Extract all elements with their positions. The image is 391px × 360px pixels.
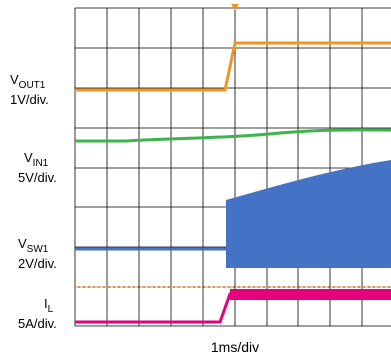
il-ripple — [230, 289, 391, 300]
trace-scale: 5A/div. — [18, 316, 57, 331]
trigger-marker — [231, 4, 239, 10]
graticule — [74, 7, 391, 327]
trace-label: VSW1 — [18, 236, 49, 255]
vin-trace — [75, 128, 391, 143]
trace-label: IL — [44, 296, 54, 315]
trace-scale: 5V/div. — [18, 170, 57, 185]
trace-scale: 2V/div. — [18, 256, 57, 271]
vsw-switching — [226, 160, 391, 268]
trace-label: VOUT1 — [10, 72, 46, 91]
trace-label: VIN1 — [24, 150, 49, 169]
vout-trace — [75, 41, 391, 92]
trace-scale: 1V/div. — [10, 92, 49, 107]
timebase-label: 1ms/div — [211, 339, 259, 355]
